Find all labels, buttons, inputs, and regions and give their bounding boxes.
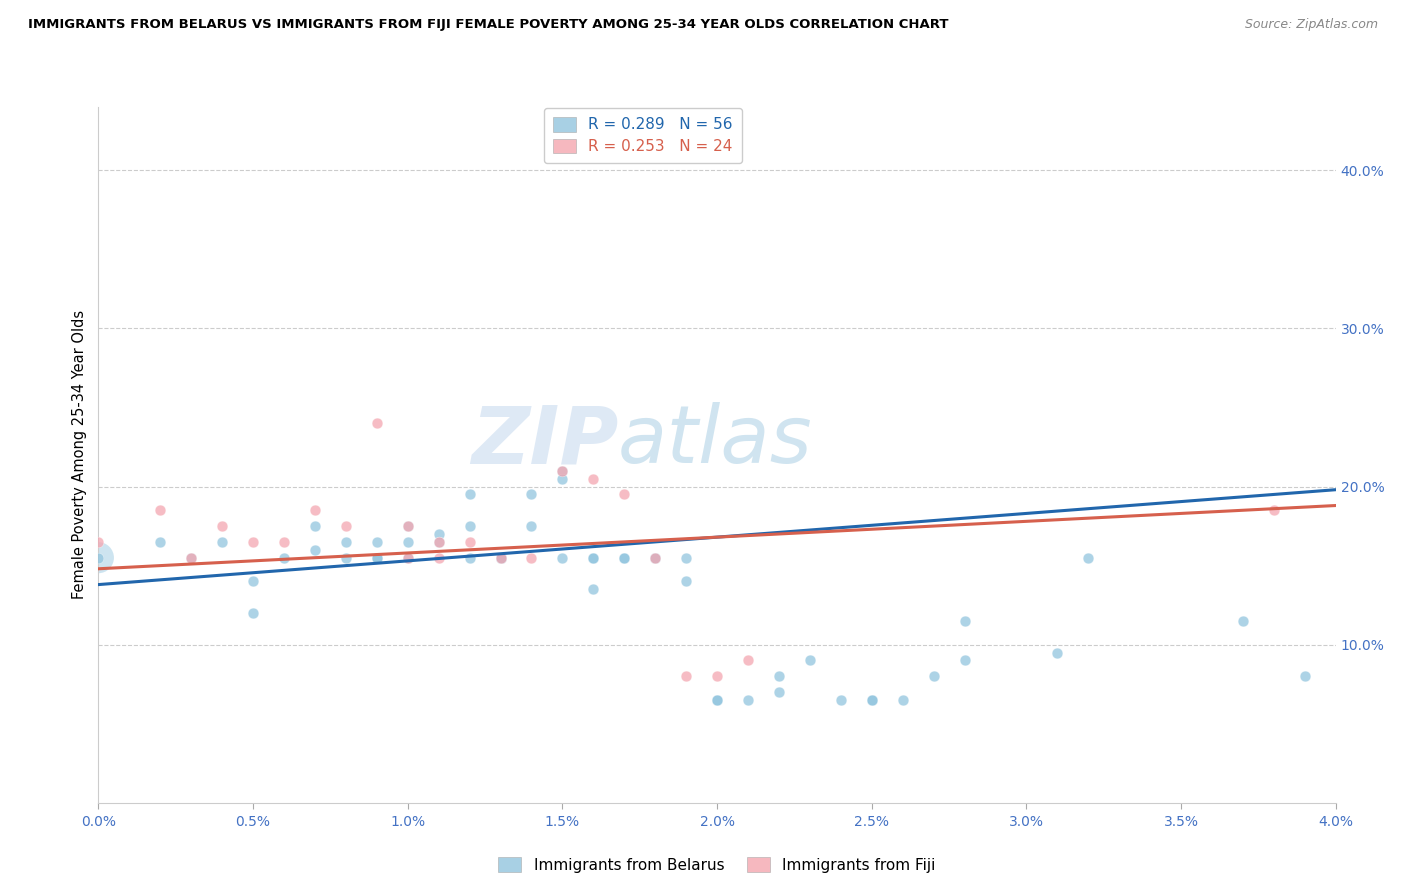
Point — [922, 669, 945, 683]
Point — [1263, 503, 1285, 517]
Point — [396, 519, 419, 533]
Point — [613, 550, 636, 565]
Point — [737, 653, 759, 667]
Point — [551, 550, 574, 565]
Point — [149, 503, 172, 517]
Point — [644, 550, 666, 565]
Point — [396, 519, 419, 533]
Point — [706, 693, 728, 707]
Point — [335, 550, 357, 565]
Point — [675, 669, 697, 683]
Point — [953, 653, 976, 667]
Point — [396, 534, 419, 549]
Point — [396, 550, 419, 565]
Point — [551, 464, 574, 478]
Point — [304, 519, 326, 533]
Legend: Immigrants from Belarus, Immigrants from Fiji: Immigrants from Belarus, Immigrants from… — [492, 851, 942, 879]
Point — [489, 550, 512, 565]
Point — [768, 685, 790, 699]
Point — [860, 693, 883, 707]
Point — [860, 693, 883, 707]
Point — [489, 550, 512, 565]
Text: atlas: atlas — [619, 402, 813, 480]
Text: ZIP: ZIP — [471, 402, 619, 480]
Point — [458, 550, 481, 565]
Point — [211, 534, 233, 549]
Point — [891, 693, 914, 707]
Point — [675, 574, 697, 589]
Point — [706, 669, 728, 683]
Point — [366, 550, 388, 565]
Point — [458, 487, 481, 501]
Point — [613, 550, 636, 565]
Y-axis label: Female Poverty Among 25-34 Year Olds: Female Poverty Among 25-34 Year Olds — [72, 310, 87, 599]
Text: IMMIGRANTS FROM BELARUS VS IMMIGRANTS FROM FIJI FEMALE POVERTY AMONG 25-34 YEAR : IMMIGRANTS FROM BELARUS VS IMMIGRANTS FR… — [28, 18, 949, 31]
Point — [211, 519, 233, 533]
Point — [335, 519, 357, 533]
Point — [520, 487, 543, 501]
Point — [180, 550, 202, 565]
Point — [366, 534, 388, 549]
Point — [273, 550, 295, 565]
Point — [458, 519, 481, 533]
Point — [582, 550, 605, 565]
Point — [953, 614, 976, 628]
Point — [427, 534, 450, 549]
Point — [242, 534, 264, 549]
Point — [149, 534, 172, 549]
Point — [799, 653, 821, 667]
Point — [1046, 646, 1069, 660]
Point — [1077, 550, 1099, 565]
Point — [304, 542, 326, 557]
Point — [489, 550, 512, 565]
Point — [551, 472, 574, 486]
Point — [304, 503, 326, 517]
Point — [582, 550, 605, 565]
Point — [1232, 614, 1254, 628]
Point — [830, 693, 852, 707]
Point — [551, 464, 574, 478]
Point — [273, 534, 295, 549]
Text: Source: ZipAtlas.com: Source: ZipAtlas.com — [1244, 18, 1378, 31]
Point — [582, 582, 605, 597]
Point — [737, 693, 759, 707]
Point — [520, 550, 543, 565]
Point — [366, 417, 388, 431]
Point — [427, 550, 450, 565]
Point — [582, 472, 605, 486]
Point — [87, 534, 110, 549]
Point — [366, 550, 388, 565]
Point — [180, 550, 202, 565]
Point — [335, 534, 357, 549]
Point — [87, 550, 110, 565]
Point — [427, 527, 450, 541]
Point — [396, 550, 419, 565]
Point — [520, 519, 543, 533]
Point — [644, 550, 666, 565]
Point — [458, 534, 481, 549]
Point — [768, 669, 790, 683]
Point — [242, 606, 264, 620]
Point — [613, 487, 636, 501]
Point — [489, 550, 512, 565]
Point — [675, 550, 697, 565]
Point — [427, 534, 450, 549]
Point — [1294, 669, 1316, 683]
Point — [706, 693, 728, 707]
Point — [644, 550, 666, 565]
Point — [87, 550, 110, 565]
Point — [242, 574, 264, 589]
